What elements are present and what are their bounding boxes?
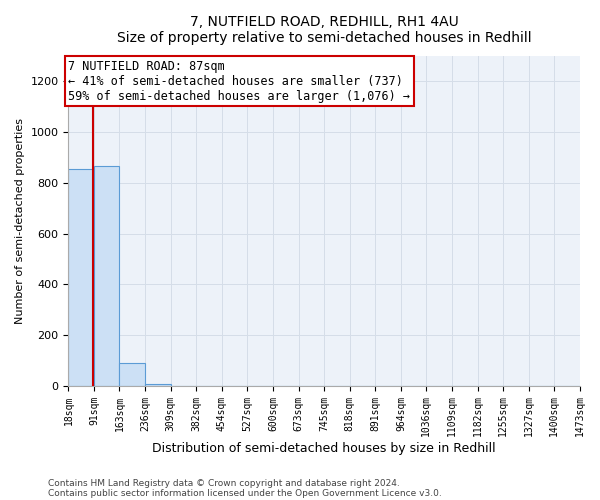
Text: Contains public sector information licensed under the Open Government Licence v3: Contains public sector information licen… bbox=[48, 488, 442, 498]
Y-axis label: Number of semi-detached properties: Number of semi-detached properties bbox=[15, 118, 25, 324]
Text: 7 NUTFIELD ROAD: 87sqm
← 41% of semi-detached houses are smaller (737)
59% of se: 7 NUTFIELD ROAD: 87sqm ← 41% of semi-det… bbox=[68, 60, 410, 103]
X-axis label: Distribution of semi-detached houses by size in Redhill: Distribution of semi-detached houses by … bbox=[152, 442, 496, 455]
Bar bbox=[68, 169, 94, 386]
Bar bbox=[119, 364, 145, 386]
Bar bbox=[94, 166, 119, 386]
Bar bbox=[145, 384, 171, 386]
Title: 7, NUTFIELD ROAD, REDHILL, RH1 4AU
Size of property relative to semi-detached ho: 7, NUTFIELD ROAD, REDHILL, RH1 4AU Size … bbox=[117, 15, 532, 45]
Text: Contains HM Land Registry data © Crown copyright and database right 2024.: Contains HM Land Registry data © Crown c… bbox=[48, 478, 400, 488]
